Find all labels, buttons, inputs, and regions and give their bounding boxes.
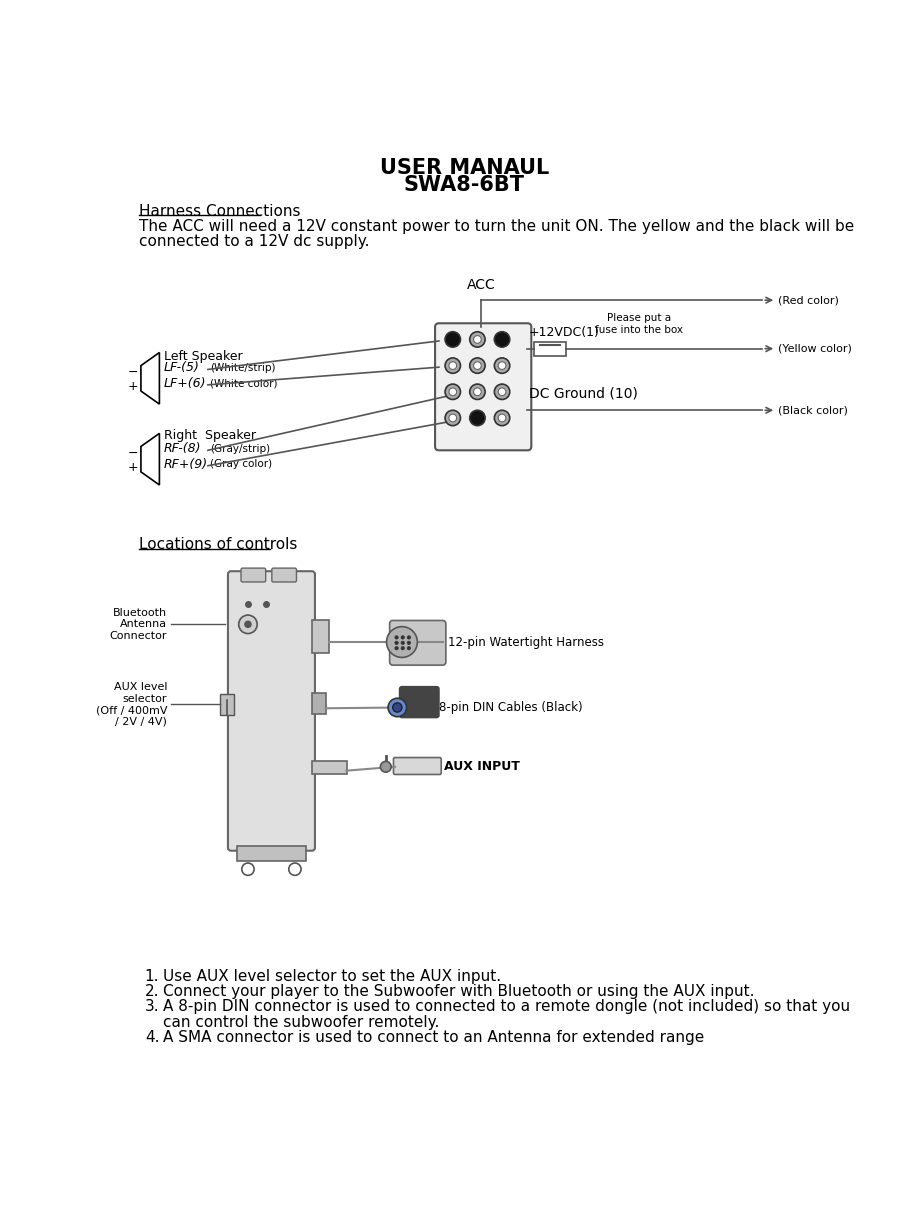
Circle shape: [495, 331, 510, 347]
Text: 3.: 3.: [145, 999, 159, 1015]
Text: DC Ground (10): DC Ground (10): [529, 386, 638, 401]
Circle shape: [445, 384, 460, 400]
Circle shape: [395, 641, 399, 644]
Bar: [220, 693, 234, 715]
Circle shape: [238, 615, 257, 633]
Circle shape: [495, 410, 510, 425]
Text: LF+(6): LF+(6): [164, 376, 207, 390]
Circle shape: [445, 410, 460, 425]
Text: can control the subwoofer remotely.: can control the subwoofer remotely.: [163, 1015, 439, 1029]
Circle shape: [495, 358, 510, 373]
Circle shape: [469, 331, 485, 347]
Circle shape: [395, 636, 399, 639]
Text: Right  Speaker: Right Speaker: [164, 429, 256, 442]
Text: 1.: 1.: [145, 968, 159, 983]
Circle shape: [498, 389, 506, 396]
Circle shape: [387, 626, 418, 658]
FancyBboxPatch shape: [400, 687, 439, 717]
Text: (White/strip): (White/strip): [210, 363, 275, 373]
Circle shape: [474, 362, 481, 369]
Text: Left Speaker: Left Speaker: [164, 351, 243, 363]
Circle shape: [469, 358, 485, 373]
Text: 8-pin DIN Cables (Black): 8-pin DIN Cables (Black): [439, 702, 583, 714]
Text: 12-pin Watertight Harness: 12-pin Watertight Harness: [448, 636, 604, 648]
Circle shape: [445, 331, 460, 347]
Circle shape: [381, 761, 391, 772]
Circle shape: [469, 410, 485, 425]
Text: ACC: ACC: [467, 278, 496, 291]
Circle shape: [445, 358, 460, 373]
Text: RF-(8): RF-(8): [164, 442, 201, 456]
Circle shape: [469, 384, 485, 400]
Circle shape: [242, 864, 254, 876]
Text: AUX INPUT: AUX INPUT: [444, 760, 520, 773]
Circle shape: [449, 362, 457, 369]
Circle shape: [289, 864, 301, 876]
Text: AUX level
selector
(Off / 400mV
/ 2V / 4V): AUX level selector (Off / 400mV / 2V / 4…: [96, 682, 167, 727]
Text: The ACC will need a 12V constant power to turn the unit ON. The yellow and the b: The ACC will need a 12V constant power t…: [139, 219, 853, 234]
Circle shape: [388, 698, 407, 716]
Circle shape: [474, 336, 481, 343]
Text: SWA8-6BT: SWA8-6BT: [404, 175, 525, 195]
Text: (White color): (White color): [210, 379, 278, 389]
Text: RF+(9): RF+(9): [164, 458, 208, 470]
Text: (Yellow color): (Yellow color): [777, 343, 852, 353]
Text: −: −: [128, 367, 139, 379]
Bar: [312, 693, 326, 715]
Text: Bluetooth
Antenna
Connector: Bluetooth Antenna Connector: [110, 608, 167, 641]
Text: USER MANAUL: USER MANAUL: [380, 157, 549, 178]
Text: Use AUX level selector to set the AUX input.: Use AUX level selector to set the AUX in…: [163, 968, 501, 983]
Bar: [312, 620, 329, 653]
Circle shape: [407, 647, 410, 650]
Text: +12VDC(1): +12VDC(1): [529, 325, 600, 339]
Circle shape: [495, 384, 510, 400]
Circle shape: [407, 641, 410, 644]
Circle shape: [395, 647, 399, 650]
Circle shape: [401, 636, 404, 639]
FancyBboxPatch shape: [228, 571, 315, 850]
FancyBboxPatch shape: [393, 758, 441, 775]
FancyBboxPatch shape: [390, 620, 446, 665]
Circle shape: [498, 414, 506, 421]
Bar: [312, 760, 346, 775]
Circle shape: [407, 636, 410, 639]
Text: (Black color): (Black color): [777, 406, 848, 415]
Circle shape: [449, 414, 457, 421]
Text: Locations of controls: Locations of controls: [139, 537, 297, 552]
Circle shape: [401, 647, 404, 650]
Text: A 8-pin DIN connector is used to connected to a remote dongle (not included) so : A 8-pin DIN connector is used to connect…: [163, 999, 851, 1015]
Text: connected to a 12V dc supply.: connected to a 12V dc supply.: [139, 234, 369, 248]
FancyBboxPatch shape: [272, 568, 296, 582]
Text: LF-(5): LF-(5): [164, 362, 200, 374]
FancyBboxPatch shape: [241, 568, 265, 582]
Circle shape: [392, 703, 402, 713]
Text: 4.: 4.: [145, 1030, 159, 1045]
Text: Please put a
fuse into the box: Please put a fuse into the box: [595, 313, 683, 335]
Circle shape: [498, 362, 506, 369]
FancyBboxPatch shape: [435, 323, 531, 451]
Text: +: +: [128, 380, 139, 393]
Polygon shape: [141, 352, 159, 404]
Circle shape: [401, 641, 404, 644]
Circle shape: [449, 389, 457, 396]
Text: −: −: [128, 447, 139, 460]
Circle shape: [245, 621, 251, 627]
Text: (Gray color): (Gray color): [210, 459, 273, 469]
Text: (Red color): (Red color): [777, 295, 839, 306]
Bar: [534, 342, 566, 356]
Text: Connect your player to the Subwoofer with Bluetooth or using the AUX input.: Connect your player to the Subwoofer wit…: [163, 984, 755, 999]
Polygon shape: [141, 434, 159, 485]
Circle shape: [474, 389, 481, 396]
Bar: [237, 847, 305, 861]
Text: Harness Connections: Harness Connections: [139, 203, 300, 219]
Text: A SMA connector is used to connect to an Antenna for extended range: A SMA connector is used to connect to an…: [163, 1030, 705, 1045]
Text: 2.: 2.: [145, 984, 159, 999]
Text: (Gray/strip): (Gray/strip): [210, 443, 270, 454]
Text: +: +: [128, 460, 139, 474]
